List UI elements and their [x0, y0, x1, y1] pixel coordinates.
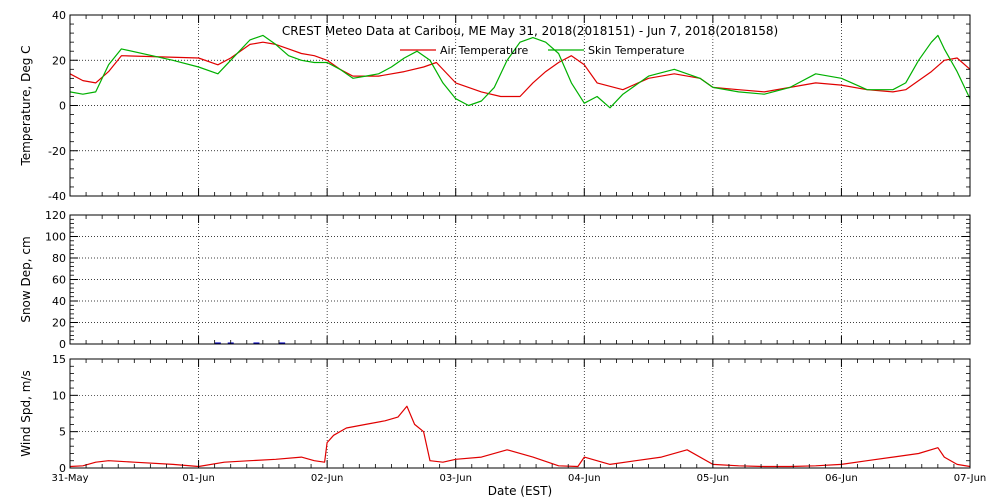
panel-0-ytick-label-0: -40 [48, 190, 66, 203]
skin-temperature-line [69, 34, 971, 109]
legend-air-temperature-label: Air Temperature [440, 44, 529, 57]
x-tick-label-3: 03-Jun [439, 473, 472, 484]
x-tick-label-1: 01-Jun [182, 473, 215, 484]
x-tick-label-4: 04-Jun [568, 473, 601, 484]
wind-speed-line [69, 405, 971, 468]
snow-depth-bar-0 [214, 342, 221, 345]
chart-title: CREST Meteo Data at Caribou, ME May 31, … [282, 24, 778, 38]
panel-0-y-axis-title: Temperature, Deg C [19, 45, 33, 166]
x-tick-label-0: 31-May [51, 473, 88, 484]
x-axis-title: Date (EST) [488, 484, 552, 498]
panel-1-ytick-label-5: 100 [45, 231, 66, 244]
panel-0-ytick-label-4: 40 [52, 9, 66, 22]
air-temperature-line [69, 41, 971, 98]
x-tick-label-7: 07-Jun [954, 473, 987, 484]
legend-skin-temperature-label: Skin Temperature [588, 44, 685, 57]
snow-depth-bar-2 [253, 342, 260, 345]
panel-1-y-axis-title: Snow Dep, cm [19, 236, 33, 322]
data-layer [69, 34, 971, 468]
panel-1-ytick-label-4: 80 [52, 252, 66, 265]
panel-0-ytick-label-2: 0 [59, 100, 66, 113]
x-tick-label-6: 06-Jun [825, 473, 858, 484]
panel-2-ytick-label-1: 5 [59, 426, 66, 439]
panel-0-ytick-label-3: 20 [52, 54, 66, 67]
panel-2-ytick-label-2: 10 [52, 389, 66, 402]
panel-2-ytick-label-3: 15 [52, 353, 66, 366]
snow-depth-bar-3 [279, 342, 286, 345]
panel-0-ytick-label-1: -20 [48, 145, 66, 158]
panel-1-ytick-label-6: 120 [45, 209, 66, 222]
panel-1-ytick-label-2: 40 [52, 295, 66, 308]
panel-2-y-axis-title: Wind Spd, m/s [19, 370, 33, 456]
panel-2-ytick-label-0: 0 [59, 462, 66, 475]
x-tick-label-2: 02-Jun [311, 473, 344, 484]
panel-1-ytick-label-1: 20 [52, 317, 66, 330]
panel-1-ytick-label-0: 0 [59, 338, 66, 351]
legend: Air Temperature Skin Temperature [400, 44, 685, 57]
text-layer: CREST Meteo Data at Caribou, ME May 31, … [19, 9, 986, 498]
axes-layer [69, 14, 971, 469]
grid-layer [70, 15, 970, 468]
x-tick-label-5: 05-Jun [697, 473, 730, 484]
panel-1-ytick-label-3: 60 [52, 274, 66, 287]
